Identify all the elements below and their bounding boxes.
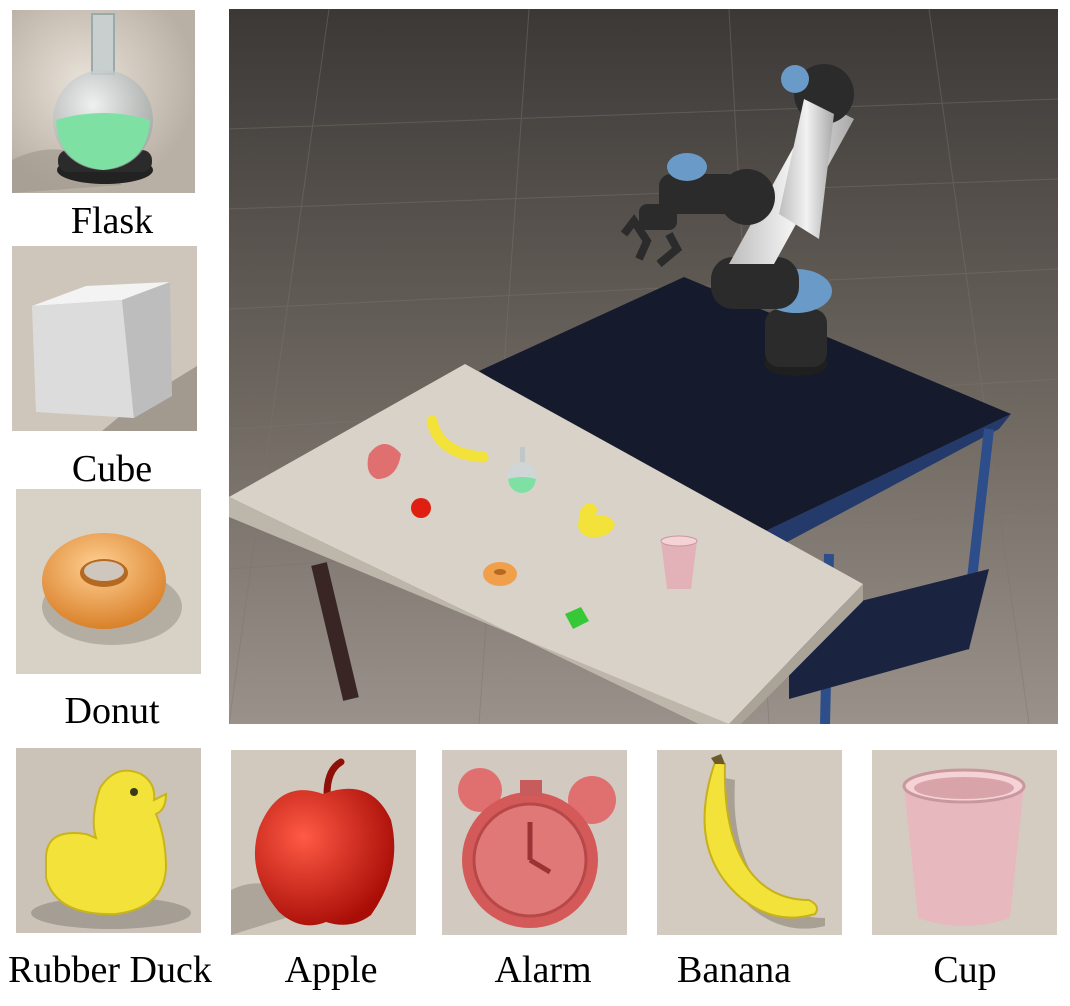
rubber-duck-label: Rubber Duck (8, 949, 212, 991)
cube-image (12, 246, 197, 431)
banana-label: Banana (677, 949, 791, 991)
banana-image (657, 750, 842, 935)
robot-scene-image (229, 9, 1058, 724)
donut-image (16, 489, 201, 674)
apple-image (231, 750, 416, 935)
cup-label: Cup (933, 949, 997, 991)
apple-label: Apple (284, 949, 378, 991)
cup-image (872, 750, 1057, 935)
alarm-label: Alarm (494, 949, 592, 991)
cube-label: Cube (71, 448, 153, 490)
donut-label: Donut (64, 690, 160, 732)
flask-image (12, 10, 195, 193)
rubber-duck-image (16, 748, 201, 933)
alarm-image (442, 750, 627, 935)
flask-label: Flask (70, 200, 154, 242)
